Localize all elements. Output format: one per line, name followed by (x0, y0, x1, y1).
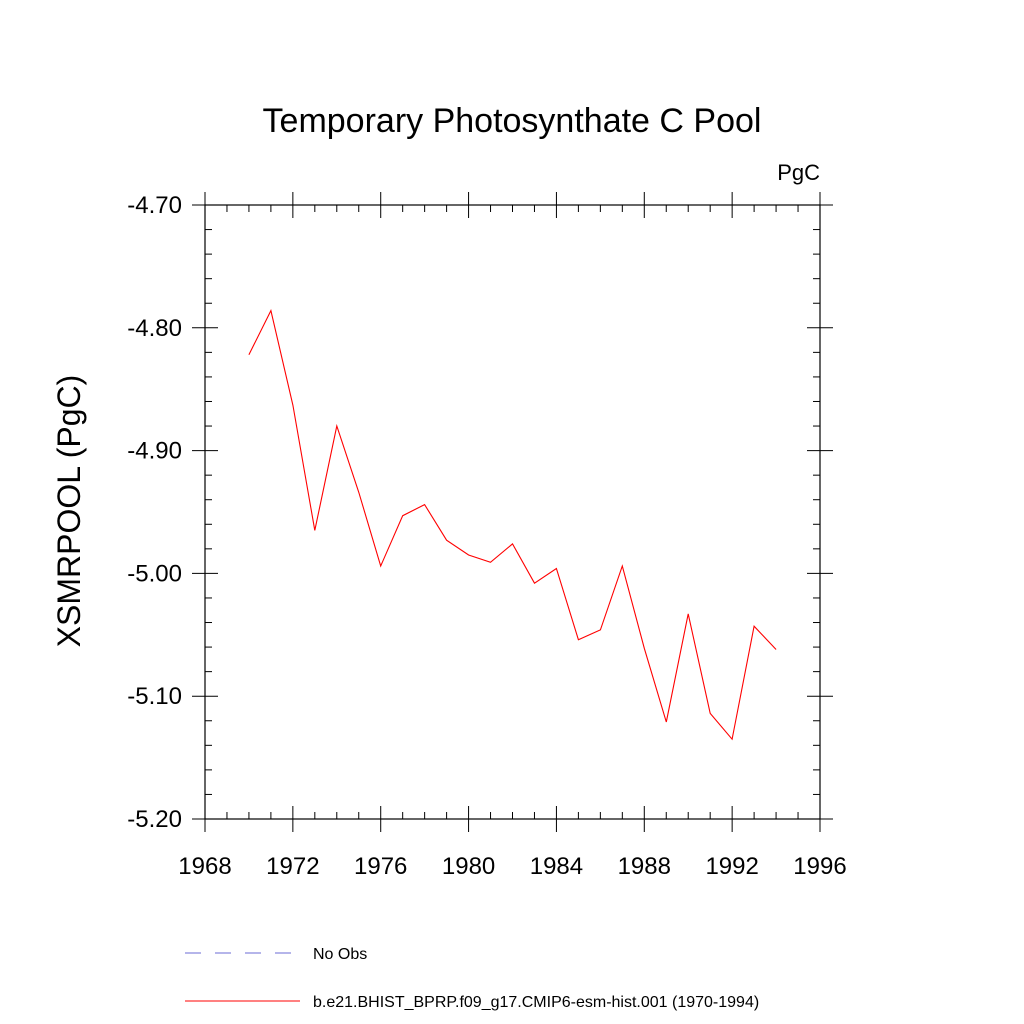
legend-label: b.e21.BHIST_BPRP.f09_g17.CMIP6-esm-hist.… (313, 994, 759, 1011)
chart-title: Temporary Photosynthate C Pool (263, 102, 762, 140)
series-lines (248, 308, 777, 741)
x-tick-label: 1996 (793, 853, 846, 880)
x-tick-label: 1980 (442, 853, 495, 880)
y-tick-label: -5.20 (127, 806, 182, 833)
plot-frame (204, 204, 821, 820)
y-tick-label: -5.00 (127, 560, 182, 587)
y-tick-labels: -4.70 -4.80 -4.90 -5.00 -5.10 -5.20 (127, 192, 182, 833)
x-tick-label: 1984 (530, 853, 583, 880)
legend-label: No Obs (313, 946, 367, 963)
x-tick-label: 1992 (705, 853, 758, 880)
major-ticks (192, 192, 833, 832)
minor-ticks (205, 205, 820, 819)
x-tick-label: 1976 (354, 853, 407, 880)
y-tick-label: -4.90 (127, 438, 182, 465)
series-line (248, 308, 777, 741)
plot-border (204, 204, 821, 820)
y-tick-label: -4.70 (127, 192, 182, 219)
y-tick-label: -5.10 (127, 683, 182, 710)
y-tick-label: -4.80 (127, 315, 182, 342)
y-axis-label: XSMRPOOL (PgC) (51, 375, 87, 648)
x-tick-labels: 1968 1972 1976 1980 1984 1988 1992 1996 (178, 853, 846, 880)
units-label: PgC (777, 160, 820, 185)
legend: No Obs b.e21.BHIST_BPRP.f09_g17.CMIP6-esm… (185, 946, 759, 1011)
x-tick-label: 1968 (178, 853, 231, 880)
x-tick-label: 1988 (618, 853, 671, 880)
x-tick-label: 1972 (266, 853, 319, 880)
